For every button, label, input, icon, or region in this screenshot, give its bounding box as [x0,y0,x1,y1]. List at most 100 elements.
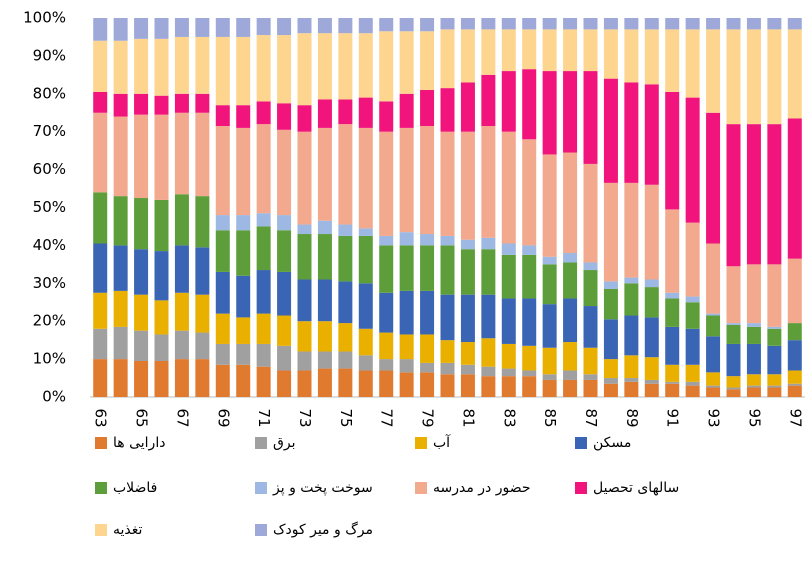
bar-segment [603,29,618,79]
x-tick-label: 97 [786,408,804,427]
bar-segment [767,374,782,386]
bar-segment [624,29,639,83]
bar-segment [624,283,639,316]
bar-segment [583,29,598,72]
bar-segment [624,18,639,30]
bar-segment [563,298,578,343]
bar-segment [154,95,169,115]
bar-segment [665,209,680,293]
bar-segment [297,224,312,235]
bar-segment [420,18,435,32]
bar-segment [787,29,802,119]
bar-segment [624,315,639,356]
bar-segment [501,18,516,30]
bar-segment [665,381,680,384]
bar-segment [665,326,680,365]
bar-segment [113,290,128,327]
legend-swatch [255,437,267,449]
bar-segment [522,245,537,255]
bar-segment [113,326,128,360]
bar-segment [787,385,802,397]
bar-segment [338,99,353,125]
bar-segment [787,323,802,341]
bar-segment [583,71,598,164]
bar-segment [256,213,271,227]
bar-segment [317,220,332,235]
bar-segment [563,71,578,153]
bar-segment [481,18,496,30]
bar-segment [665,364,680,382]
bar-segment [665,91,680,210]
bar-segment [767,124,782,265]
bar-segment [93,243,108,293]
bar-segment [134,93,149,115]
bar-segment [460,374,475,397]
bar-segment [767,326,782,329]
bar-segment [420,234,435,246]
bar-segment [726,343,741,377]
bar-segment [726,387,741,390]
bar-segment [563,379,578,397]
x-tick-label: 73 [296,408,314,427]
bar-segment [644,357,659,380]
bar-segment [542,71,557,155]
bar-segment [522,376,537,397]
bar-segment [583,306,598,348]
x-tick-label: 91 [664,408,682,427]
bar-segment [195,359,210,397]
bar-segment [215,364,230,397]
bar-segment [624,182,639,278]
x-tick-label: 63 [92,408,110,427]
bar-segment [379,131,394,236]
legend-label: آب [433,434,451,451]
bar-segment [195,112,210,197]
bar-segment [767,264,782,327]
bar-segment [154,18,169,39]
bar-segment [399,93,414,128]
bar-segment [501,131,516,244]
bar-segment [787,370,802,384]
bar-segment [603,78,618,183]
legend-label: دارایی ها [113,435,165,451]
bar-segment [501,254,516,299]
bar-segment [481,29,496,75]
bar-segment [460,131,475,240]
bar-segment [154,114,169,200]
legend-swatch [95,437,107,449]
bar-segment [501,243,516,255]
bar-segment [317,351,332,369]
bar-segment [726,18,741,30]
bar-segment [460,364,475,375]
x-tick-label: 85 [541,408,559,427]
bar-segment [460,342,475,365]
legend-label: مسکن [593,435,631,451]
bar-segment [501,376,516,397]
bar-segment [338,33,353,100]
legend-label: سوخت پخت و پز [272,480,373,496]
legend-swatch [415,437,427,449]
bar-segment [277,271,292,316]
x-tick-label: 75 [337,408,355,427]
bar-segment [706,336,721,373]
bar-segment [522,139,537,246]
bar-segment [317,18,332,34]
bar-segment [358,97,373,128]
bar-segment [542,304,557,348]
bar-segment [603,182,618,282]
bar-segment [522,69,537,140]
bar-segment [379,31,394,102]
bar-segment [317,368,332,397]
bar-segment [746,343,761,375]
bar-segment [583,347,598,375]
legend-label: تغذیه [113,522,143,538]
bar-segment [236,343,251,365]
bar-segment [113,93,128,117]
bar-segment [787,118,802,259]
bar-segment [358,283,373,329]
bar-segment [174,112,189,195]
bar-segment [317,234,332,280]
bar-segment [440,131,455,236]
bar-segment [685,18,700,30]
bar-segment [256,366,271,397]
bar-segment [665,292,680,299]
